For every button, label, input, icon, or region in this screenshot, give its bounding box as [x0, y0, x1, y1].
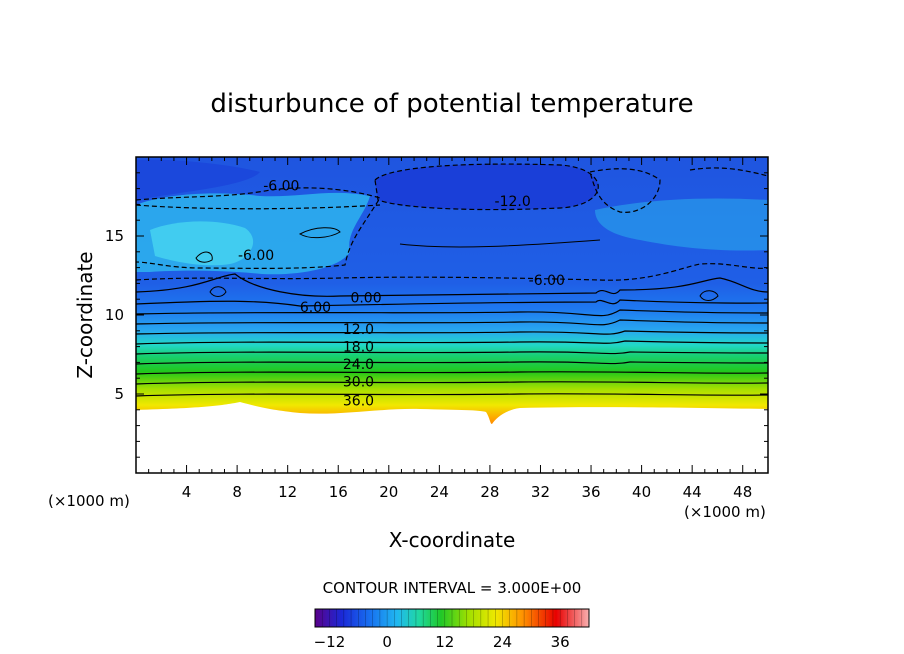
colorbar-ticks: −12 0 12 24 36	[314, 609, 590, 651]
x-axis: 4 8 12 16 20 24 28 32 36 40 44 48	[148, 157, 756, 501]
colorbar-tick-label: 0	[382, 633, 392, 651]
cold-core-region	[375, 164, 599, 210]
y-tick-label: 5	[114, 385, 124, 403]
contour-label: -6.00	[263, 178, 299, 194]
x-tick-label: 4	[182, 483, 192, 501]
contour-label: -12.0	[495, 194, 531, 210]
x-tick-label: 12	[278, 483, 297, 501]
plot-area: -6.00 -12.0 -6.00 -6.00 0.00 6.00 12.0 18.024.0…	[136, 157, 768, 473]
x-tick-label: 40	[632, 483, 651, 501]
contour-label: -6.00	[529, 273, 565, 289]
contour-label: 24.0	[343, 357, 374, 373]
x-tick-label: 28	[480, 483, 499, 501]
x-tick-label: 20	[379, 483, 398, 501]
x-tick-label: 8	[232, 483, 242, 501]
x-tick-label: 24	[430, 483, 449, 501]
turbulent-region-right	[595, 198, 768, 251]
x-tick-label: 36	[581, 483, 600, 501]
contour-labels: -6.00 -12.0 -6.00 -6.00 0.00 6.00 12.0 18.024.0…	[238, 178, 565, 409]
thin-contours	[195, 227, 719, 301]
negative-contours	[136, 163, 768, 281]
y-axis-title: Z-coordinate	[73, 251, 97, 378]
colorbar-tick-label: 24	[493, 633, 512, 651]
x-tick-label: 44	[683, 483, 702, 501]
y-axis: 5 10 15	[105, 172, 768, 458]
y-tick-label: 10	[105, 306, 124, 324]
x-tick-label: 32	[531, 483, 550, 501]
contour-label: 30.0	[343, 374, 374, 390]
colorbar-tick-label: 36	[551, 633, 570, 651]
terrain-mask	[136, 402, 768, 473]
upper-left-cold-region	[136, 159, 260, 200]
turbulent-region-left-inner	[150, 221, 254, 266]
contour-interval-text: CONTOUR INTERVAL = 3.000E+00	[323, 579, 582, 597]
x-tick-label: 48	[733, 483, 752, 501]
contour-label: 18.0	[343, 340, 374, 356]
contour-label: 0.00	[350, 291, 381, 307]
contour-label: 6.00	[300, 300, 331, 316]
contour-label: 36.0	[343, 393, 374, 409]
x-axis-title: X-coordinate	[389, 528, 516, 552]
y-tick-label: 15	[105, 227, 124, 245]
colorbar-tick-label: 12	[435, 633, 454, 651]
x-unit-left: (×1000 m)	[48, 492, 130, 510]
contour-label: 12.0	[343, 322, 374, 338]
contour-label: -6.00	[238, 248, 274, 264]
x-unit-right: (×1000 m)	[684, 503, 766, 521]
colorbar-tick-label: −12	[314, 633, 346, 651]
contour-lines	[136, 273, 768, 397]
chart-title: disturbunce of potential temperature	[210, 89, 693, 119]
x-tick-label: 16	[329, 483, 348, 501]
